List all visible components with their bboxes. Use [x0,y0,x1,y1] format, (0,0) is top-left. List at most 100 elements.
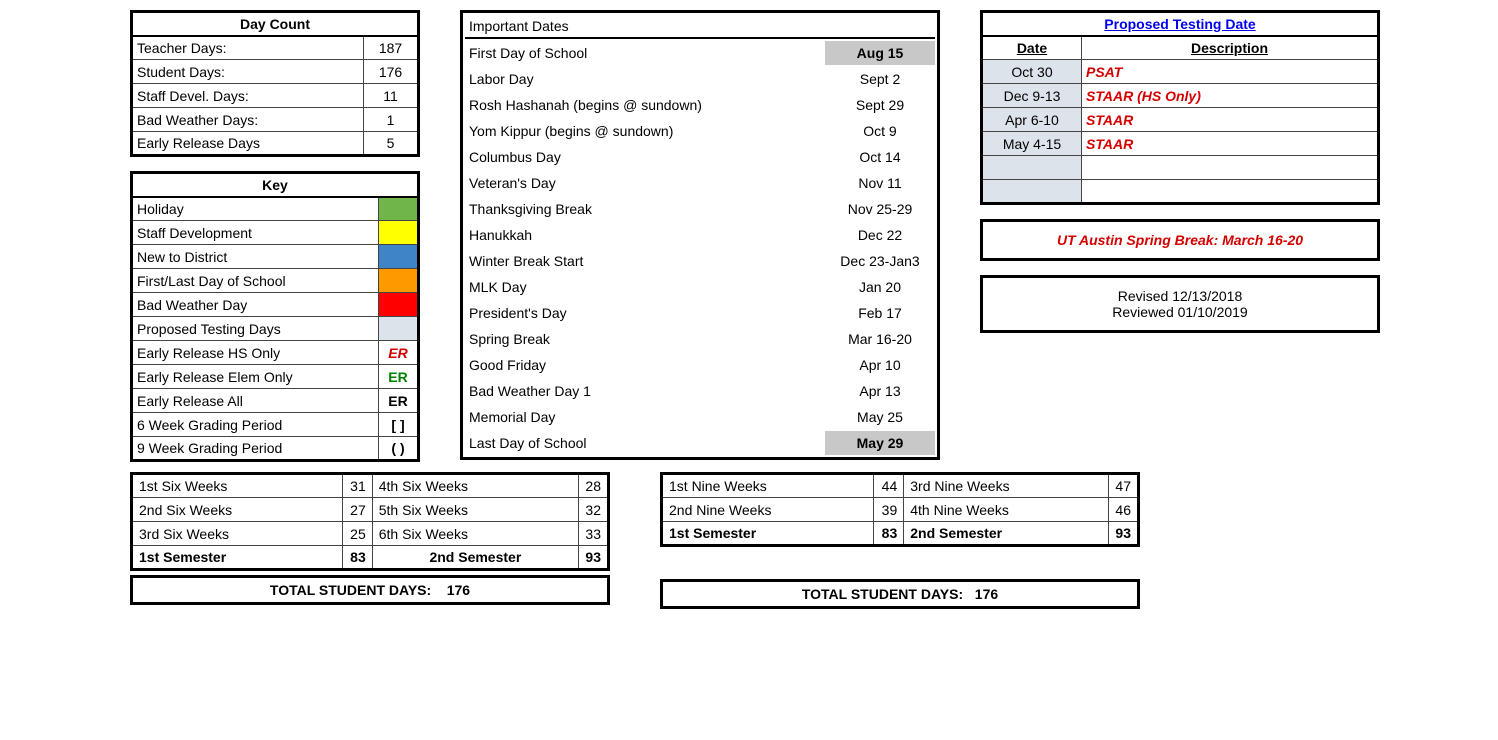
key-label: Staff Development [132,221,379,245]
nine-weeks-block: 1st Nine Weeks443rd Nine Weeks472nd Nine… [660,472,1140,609]
key-label: Holiday [132,197,379,221]
daycount-value: 176 [364,60,419,84]
importantdate-date: Apr 10 [825,353,935,377]
importantdate-label: Veteran's Day [465,171,823,195]
nineweek-label: 4th Nine Weeks [904,498,1109,522]
key-label: Early Release All [132,389,379,413]
center-column: Important Dates First Day of SchoolAug 1… [460,10,940,460]
key-code: ER [379,389,419,413]
testing-table: Proposed Testing Date Date Description O… [980,10,1380,205]
day-count-table: Day Count Teacher Days:187Student Days:1… [130,10,420,157]
key-label: First/Last Day of School [132,269,379,293]
key-code: [ ] [379,413,419,437]
six-weeks-table: 1st Six Weeks314th Six Weeks282nd Six We… [130,472,610,571]
importantdate-label: Labor Day [465,67,823,91]
nine-total-box: TOTAL STUDENT DAYS: 176 [660,579,1140,609]
testing-date: Apr 6-10 [982,108,1082,132]
importantdate-date: Oct 14 [825,145,935,169]
key-code: ER [379,341,419,365]
ut-note-box: UT Austin Spring Break: March 16-20 [980,219,1380,261]
importantdate-label: Thanksgiving Break [465,197,823,221]
daycount-label: Bad Weather Days: [132,108,364,132]
importantdate-date: Dec 23-Jan3 [825,249,935,273]
testing-title-link[interactable]: Proposed Testing Date [1104,16,1255,32]
daycount-value: 1 [364,108,419,132]
importantdate-label: Winter Break Start [465,249,823,273]
daycount-label: Staff Devel. Days: [132,84,364,108]
key-swatch [379,245,419,269]
testing-desc: STAAR [1082,132,1379,156]
importantdate-label: Spring Break [465,327,823,351]
key-table: Key HolidayStaff DevelopmentNew to Distr… [130,171,420,462]
importantdate-date: Apr 13 [825,379,935,403]
importantdate-label: Rosh Hashanah (begins @ sundown) [465,93,823,117]
nineweek-label: 3rd Nine Weeks [904,474,1109,498]
daycount-label: Teacher Days: [132,36,364,60]
sixweek-val: 25 [342,522,372,546]
revised-line2: Reviewed 01/10/2019 [993,304,1367,320]
importantdate-date: Feb 17 [825,301,935,325]
key-code: ER [379,365,419,389]
key-label: Bad Weather Day [132,293,379,317]
sixweek-label: 5th Six Weeks [372,498,578,522]
key-label: 9 Week Grading Period [132,437,379,461]
importantdate-label: Columbus Day [465,145,823,169]
testing-date [982,180,1082,204]
sixweek-val: 28 [579,474,609,498]
sixweek-val: 33 [579,522,609,546]
six-weeks-block: 1st Six Weeks314th Six Weeks282nd Six We… [130,472,610,605]
testing-desc [1082,156,1379,180]
sixweek-val: 31 [342,474,372,498]
six-sem1-label: 1st Semester [132,546,343,570]
nineweek-val: 44 [874,474,904,498]
sixweek-label: 4th Six Weeks [372,474,578,498]
nine-sem2-label: 2nd Semester [904,522,1109,546]
importantdate-label: President's Day [465,301,823,325]
importantdate-date: Jan 20 [825,275,935,299]
importantdate-label: Good Friday [465,353,823,377]
right-column: Proposed Testing Date Date Description O… [980,10,1380,333]
key-swatch [379,197,419,221]
six-sem2-val: 93 [579,546,609,570]
sixweek-label: 2nd Six Weeks [132,498,343,522]
daycount-label: Student Days: [132,60,364,84]
sixweek-label: 6th Six Weeks [372,522,578,546]
importantdate-label: Memorial Day [465,405,823,429]
important-dates-table: Important Dates First Day of SchoolAug 1… [460,10,940,460]
key-swatch [379,269,419,293]
importantdate-label: MLK Day [465,275,823,299]
nine-sem1-val: 83 [874,522,904,546]
six-sem2-label: 2nd Semester [372,546,578,570]
ut-note: UT Austin Spring Break: March 16-20 [1057,232,1303,248]
testing-date: Oct 30 [982,60,1082,84]
importantdate-date: Sept 29 [825,93,935,117]
nineweek-label: 1st Nine Weeks [662,474,874,498]
key-label: Early Release HS Only [132,341,379,365]
key-title: Key [132,173,419,197]
key-code: ( ) [379,437,419,461]
nineweek-label: 2nd Nine Weeks [662,498,874,522]
testing-date: Dec 9-13 [982,84,1082,108]
revised-line1: Revised 12/13/2018 [993,288,1367,304]
testing-header-desc: Description [1082,36,1379,60]
testing-desc [1082,180,1379,204]
importantdate-date: Nov 11 [825,171,935,195]
left-column: Day Count Teacher Days:187Student Days:1… [130,10,420,462]
revised-box: Revised 12/13/2018 Reviewed 01/10/2019 [980,275,1380,333]
key-label: Proposed Testing Days [132,317,379,341]
nine-sem1-label: 1st Semester [662,522,874,546]
importantdate-date: Sept 2 [825,67,935,91]
importantdate-date: May 29 [825,431,935,455]
importantdate-label: Bad Weather Day 1 [465,379,823,403]
testing-date [982,156,1082,180]
daycount-value: 5 [364,132,419,156]
testing-date: May 4-15 [982,132,1082,156]
daycount-value: 187 [364,36,419,60]
importantdate-date: Mar 16-20 [825,327,935,351]
day-count-title: Day Count [132,12,419,36]
key-label: New to District [132,245,379,269]
important-dates-title: Important Dates [465,15,935,39]
nineweek-val: 39 [874,498,904,522]
importantdate-date: Nov 25-29 [825,197,935,221]
importantdate-date: Oct 9 [825,119,935,143]
